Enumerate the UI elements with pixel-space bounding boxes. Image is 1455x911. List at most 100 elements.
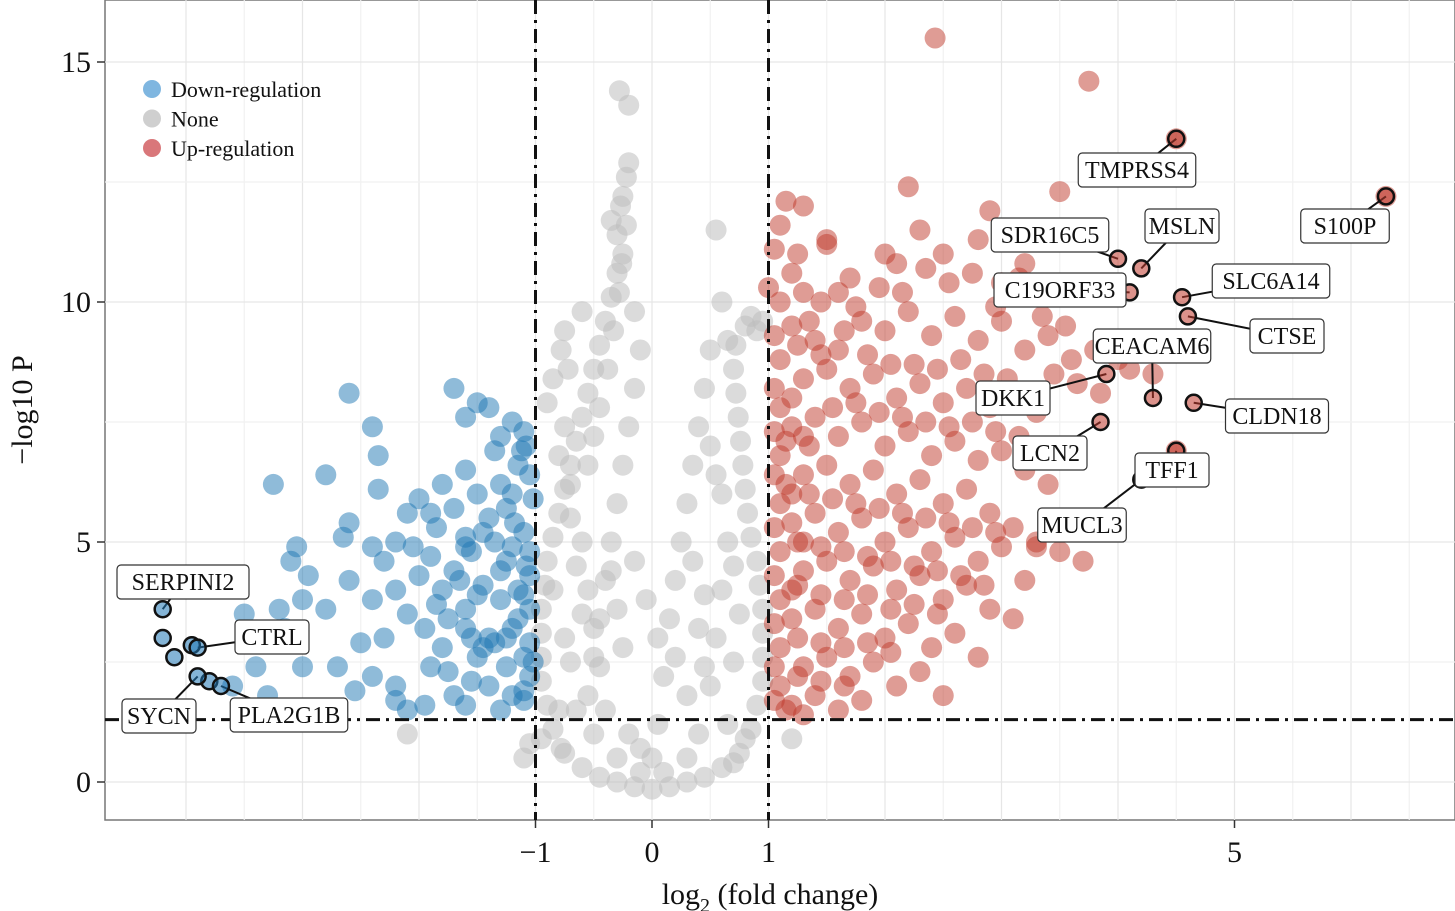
point-down-regulation bbox=[338, 569, 360, 591]
point-up-regulation bbox=[961, 262, 983, 284]
point-up-regulation bbox=[827, 699, 849, 721]
point-up-regulation bbox=[932, 493, 954, 515]
point-none bbox=[594, 699, 616, 721]
point-none bbox=[658, 608, 680, 630]
gene-label: SDR16C5 bbox=[1001, 223, 1100, 249]
point-down-regulation bbox=[513, 689, 535, 711]
point-down-regulation bbox=[396, 603, 418, 625]
point-none bbox=[583, 723, 605, 745]
gene-label-box bbox=[1211, 263, 1331, 299]
point-up-regulation bbox=[891, 406, 913, 428]
point-up-regulation bbox=[787, 627, 809, 649]
point-down-regulation bbox=[385, 675, 407, 697]
point-none bbox=[734, 728, 756, 750]
point-up-regulation bbox=[833, 589, 855, 611]
point-none bbox=[723, 752, 745, 774]
point-none bbox=[641, 778, 663, 800]
point-none bbox=[676, 771, 698, 793]
point-up-regulation bbox=[938, 512, 960, 534]
point-up-regulation bbox=[915, 257, 937, 279]
point-up-regulation bbox=[798, 310, 820, 332]
point-up-regulation bbox=[763, 656, 785, 678]
point-none bbox=[717, 531, 739, 553]
point-up-regulation bbox=[938, 416, 960, 438]
gene-label-box bbox=[1092, 328, 1212, 364]
x-tick-label: 1 bbox=[761, 836, 776, 869]
point-down-regulation bbox=[490, 589, 512, 611]
point-down-regulation bbox=[361, 665, 383, 687]
highlighted-point bbox=[153, 628, 172, 648]
point-up-regulation bbox=[880, 598, 902, 620]
highlighted-point bbox=[1172, 287, 1192, 307]
gene-label-box bbox=[1037, 507, 1127, 543]
point-up-regulation bbox=[979, 200, 1001, 222]
point-none bbox=[699, 339, 721, 361]
point-down-regulation bbox=[490, 473, 512, 495]
point-none bbox=[730, 430, 752, 452]
point-none bbox=[748, 574, 770, 596]
legend-label: None bbox=[171, 107, 219, 132]
point-down-regulation bbox=[361, 536, 383, 558]
point-up-regulation bbox=[781, 608, 803, 630]
point-none bbox=[629, 339, 651, 361]
point-down-regulation bbox=[519, 464, 541, 486]
x-axis-title-main: log bbox=[662, 878, 700, 911]
point-none bbox=[571, 603, 593, 625]
point-up-regulation bbox=[769, 541, 791, 563]
point-none bbox=[705, 219, 727, 241]
point-none bbox=[554, 320, 576, 342]
point-up-regulation bbox=[1002, 517, 1024, 539]
point-down-regulation bbox=[431, 637, 453, 659]
point-up-regulation bbox=[897, 613, 919, 635]
point-none bbox=[676, 493, 698, 515]
x-tick-label: 5 bbox=[1227, 836, 1242, 869]
point-up-regulation bbox=[781, 579, 803, 601]
point-up-regulation bbox=[886, 387, 908, 409]
point-down-regulation bbox=[350, 632, 372, 654]
legend-swatch bbox=[143, 109, 161, 128]
point-up-regulation bbox=[868, 277, 890, 299]
point-up-regulation bbox=[1002, 608, 1024, 630]
point-none bbox=[705, 464, 727, 486]
y-axis-title: −log10 P bbox=[6, 355, 39, 464]
point-down-regulation bbox=[338, 382, 360, 404]
point-none bbox=[610, 195, 632, 217]
gene-label: S100P bbox=[1314, 214, 1377, 240]
point-up-regulation bbox=[938, 272, 960, 294]
point-up-regulation bbox=[763, 464, 785, 486]
point-up-regulation bbox=[1078, 70, 1100, 92]
point-none bbox=[635, 589, 657, 611]
gene-label: SYCN bbox=[127, 704, 191, 730]
point-down-regulation bbox=[245, 656, 267, 678]
point-down-regulation bbox=[513, 584, 535, 606]
point-none bbox=[548, 699, 570, 721]
point-none bbox=[618, 94, 640, 116]
point-down-regulation bbox=[443, 377, 465, 399]
point-up-regulation bbox=[886, 579, 908, 601]
point-up-regulation bbox=[967, 329, 989, 351]
point-none bbox=[705, 627, 727, 649]
point-up-regulation bbox=[769, 291, 791, 313]
point-up-regulation bbox=[967, 449, 989, 471]
point-up-regulation bbox=[1043, 363, 1065, 385]
point-none bbox=[746, 320, 768, 342]
point-up-regulation bbox=[833, 541, 855, 563]
point-up-regulation bbox=[880, 641, 902, 663]
point-up-regulation bbox=[950, 565, 972, 587]
point-up-regulation bbox=[810, 344, 832, 366]
point-none bbox=[583, 617, 605, 639]
point-up-regulation bbox=[810, 584, 832, 606]
point-up-regulation bbox=[816, 454, 838, 476]
point-none bbox=[728, 603, 750, 625]
point-none bbox=[589, 334, 611, 356]
point-down-regulation bbox=[315, 464, 337, 486]
point-up-regulation bbox=[973, 363, 995, 385]
point-down-regulation bbox=[478, 507, 500, 529]
point-none bbox=[603, 320, 625, 342]
point-up-regulation bbox=[926, 560, 948, 582]
point-up-regulation bbox=[874, 435, 896, 457]
gene-label: MSLN bbox=[1149, 214, 1216, 240]
gene-labels: TMPRSS4 S100P SDR16C5 MSLN C19ORF33 SLC6A14 CT… bbox=[116, 129, 1396, 734]
point-up-regulation bbox=[1031, 305, 1053, 327]
